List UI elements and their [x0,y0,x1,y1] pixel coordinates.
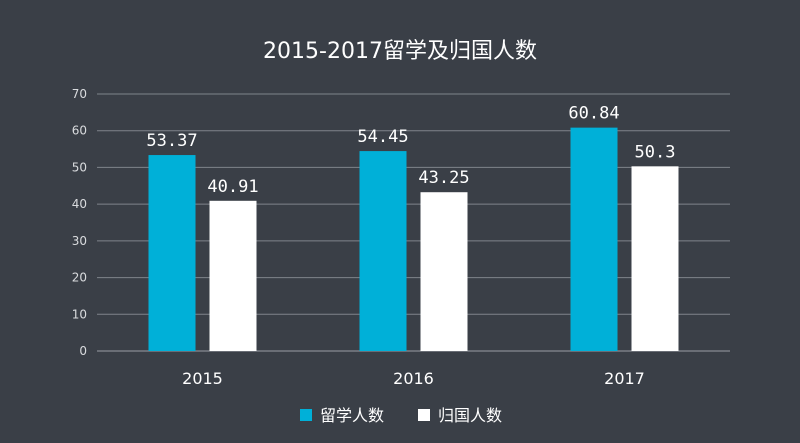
legend-swatch [300,409,312,421]
bars [148,127,679,352]
bar-returnees-2015 [209,200,257,351]
chart-title: 2015-2017留学及归国人数 [263,39,537,64]
x-tick-label: 2016 [393,369,434,388]
x-axis-ticks: 2015 2016 2017 [182,369,645,388]
data-label: 50.3 [635,142,676,162]
bar-study-abroad-2017 [570,127,618,352]
legend-label: 归国人数 [438,406,502,425]
data-label: 53.37 [146,131,197,151]
y-axis-ticks: 0 10 20 30 40 50 60 70 [72,87,87,358]
y-tick-label: 10 [72,307,87,321]
bar-returnees-2016 [420,192,468,351]
x-tick-label: 2017 [604,369,645,388]
data-label: 40.91 [207,177,258,197]
y-tick-label: 70 [72,87,87,101]
y-tick-label: 30 [72,234,87,248]
bar-study-abroad-2015 [148,155,196,351]
data-label: 60.84 [568,104,619,124]
gridlines [97,93,730,352]
data-labels: 53.37 40.91 54.45 43.25 60.84 50.3 [146,104,675,197]
y-tick-label: 60 [72,124,87,138]
data-label: 43.25 [418,168,469,188]
y-tick-label: 20 [72,271,87,285]
legend: 留学人数 归国人数 [300,406,502,425]
y-tick-label: 0 [79,344,87,358]
y-tick-label: 40 [72,197,87,211]
legend-label: 留学人数 [320,406,384,425]
legend-swatch [418,409,430,421]
bar-study-abroad-2016 [359,151,407,351]
data-label: 54.45 [357,127,408,147]
bar-returnees-2017 [631,166,679,351]
x-tick-label: 2015 [182,369,223,388]
y-tick-label: 50 [72,160,87,174]
